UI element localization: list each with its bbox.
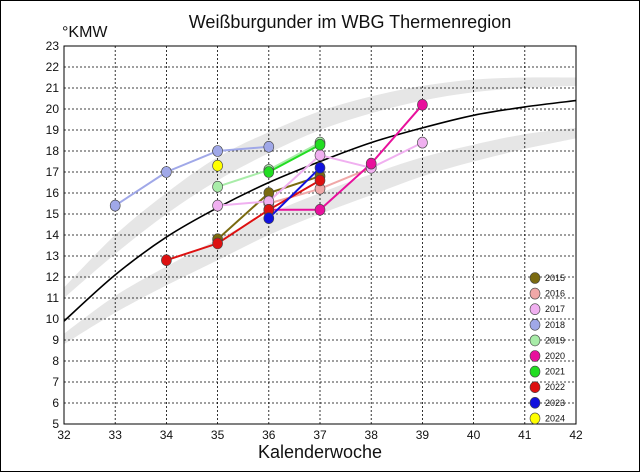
x-tick-label: 39 xyxy=(416,428,430,442)
y-tick-label: 6 xyxy=(52,396,59,410)
x-tick-label: 34 xyxy=(160,428,174,442)
series-line-2021 xyxy=(268,143,321,173)
legend-label-2023: 2023 xyxy=(545,398,565,408)
y-tick-label: 22 xyxy=(46,60,60,74)
y-tick-label: 13 xyxy=(46,249,60,263)
series-line-2022 xyxy=(166,179,321,262)
data-point-2017 xyxy=(212,199,223,212)
data-point-2022 xyxy=(212,237,223,250)
band-inner xyxy=(64,85,576,334)
x-tick-label: 37 xyxy=(313,428,327,442)
y-axis-label: °KMW xyxy=(62,24,108,41)
y-tick-label: 16 xyxy=(46,186,60,200)
legend-marker-2023 xyxy=(529,396,541,409)
series-line-2018 xyxy=(114,145,269,207)
data-point-2021 xyxy=(263,166,275,178)
data-point-2020 xyxy=(417,99,428,111)
y-tick-label: 21 xyxy=(46,81,60,95)
data-point-2022 xyxy=(314,174,326,187)
y-tick-label: 9 xyxy=(52,333,59,347)
y-tick-label: 17 xyxy=(46,165,60,179)
data-point-2018 xyxy=(161,166,172,178)
y-tick-label: 20 xyxy=(46,102,60,116)
reference-curve xyxy=(64,99,576,322)
x-tick-label: 35 xyxy=(211,428,225,442)
legend-marker-2018 xyxy=(529,318,541,331)
legend-label-2019: 2019 xyxy=(545,335,565,345)
y-tick-label: 15 xyxy=(46,207,60,221)
x-tick-label: 40 xyxy=(467,428,481,442)
data-point-2021 xyxy=(314,138,326,151)
legend-label-2015: 2015 xyxy=(545,273,565,283)
legend-label-2018: 2018 xyxy=(545,320,565,330)
x-axis-label: Kalenderwoche xyxy=(257,442,383,462)
legend-marker-2015 xyxy=(529,272,541,284)
y-tick-label: 14 xyxy=(46,228,60,242)
x-tick-label: 41 xyxy=(518,428,532,442)
series-line-2020 xyxy=(268,104,424,211)
legend-label-2021: 2021 xyxy=(545,367,565,377)
legend-label-2022: 2022 xyxy=(545,382,565,392)
legend-label-2020: 2020 xyxy=(545,351,565,361)
data-point-2017 xyxy=(417,136,428,149)
y-tick-label: 7 xyxy=(52,375,59,389)
data-point-2022 xyxy=(161,254,172,267)
data-point-2023 xyxy=(263,212,275,224)
legend-marker-2021 xyxy=(529,365,541,378)
data-point-2024 xyxy=(212,159,223,172)
plot-clip-group xyxy=(64,46,576,424)
y-tick-label: 19 xyxy=(46,123,60,137)
x-tick-label: 38 xyxy=(365,428,379,442)
y-tick-label: 8 xyxy=(52,354,59,368)
data-point-2018 xyxy=(212,145,223,157)
series-line-2023 xyxy=(268,167,321,219)
data-point-2023 xyxy=(314,162,326,174)
x-tick-label: 36 xyxy=(262,428,276,442)
data-point-2020 xyxy=(314,204,326,216)
legend-marker-2024 xyxy=(529,412,541,425)
legend-marker-2022 xyxy=(529,381,541,394)
data-point-2018 xyxy=(109,199,121,212)
legend-marker-2019 xyxy=(529,334,541,347)
legend-label-2016: 2016 xyxy=(545,289,565,299)
y-tick-label: 11 xyxy=(47,291,60,305)
x-tick-label: 32 xyxy=(57,428,71,442)
y-tick-label: 5 xyxy=(52,417,59,431)
y-tick-label: 23 xyxy=(46,39,60,53)
legend-label-2024: 2024 xyxy=(545,413,565,423)
data-point-2019 xyxy=(212,180,223,193)
legend-marker-2017 xyxy=(529,303,541,316)
legend-marker-2020 xyxy=(529,350,541,362)
y-tick-label: 10 xyxy=(46,312,60,326)
y-tick-label: 18 xyxy=(46,144,60,158)
x-tick-label: 33 xyxy=(109,428,123,442)
data-point-2018 xyxy=(263,141,275,153)
legend-marker-2016 xyxy=(529,287,541,300)
x-tick-label: 42 xyxy=(569,428,583,442)
y-tick-label: 12 xyxy=(46,270,60,284)
data-point-2017 xyxy=(314,149,326,161)
chart-title: Weißburgunder im WBG Thermenregion xyxy=(188,12,512,32)
plot-border xyxy=(63,45,577,425)
data-point-2020 xyxy=(365,157,377,170)
legend-label-2017: 2017 xyxy=(545,304,565,314)
